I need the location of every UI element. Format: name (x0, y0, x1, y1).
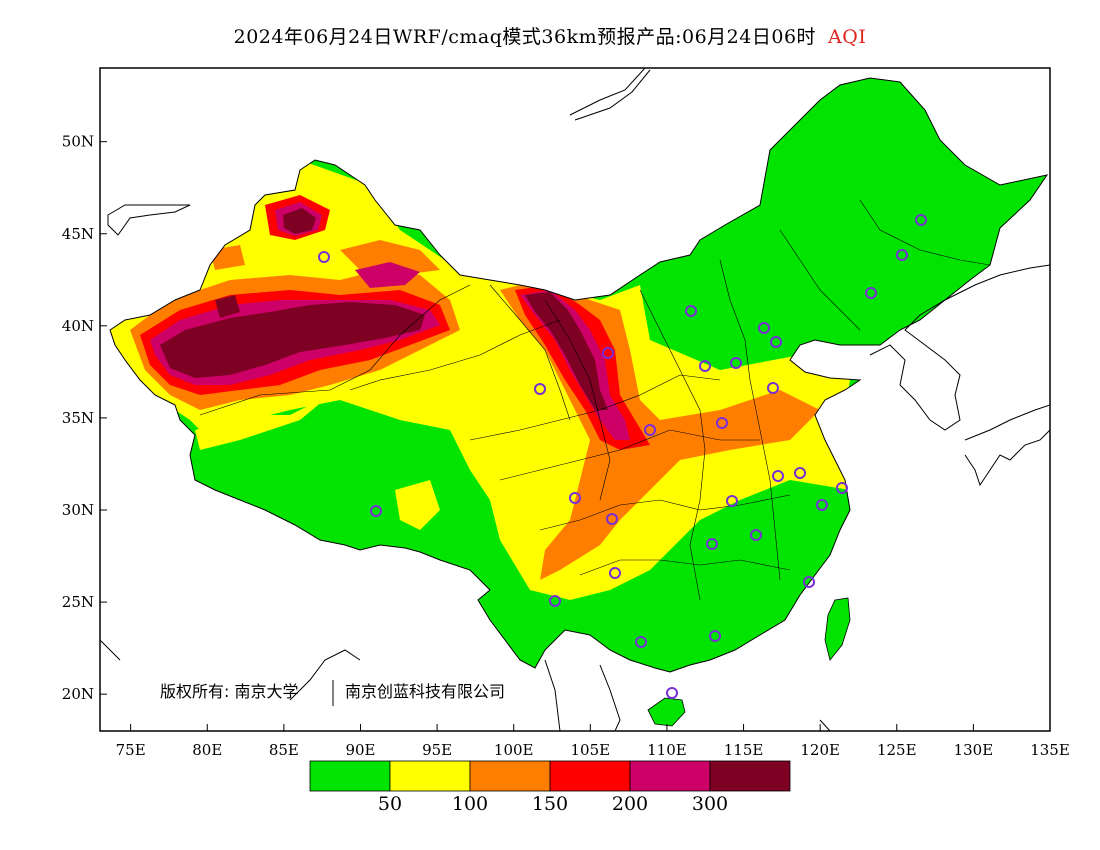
taiwan-island (824, 597, 851, 661)
x-tick-label: 80E (192, 741, 222, 759)
aqi-field (110, 160, 850, 600)
y-tick-label: 25N (62, 593, 94, 611)
map-title: 2024年06月24日WRF/cmaq模式36km预报产品:06月24日06时 A… (0, 22, 1100, 49)
y-tick-label: 20N (62, 685, 94, 703)
site-marker (803, 576, 815, 588)
y-tick-label: 35N (62, 409, 94, 427)
x-tick-label: 75E (116, 741, 146, 759)
legend-swatch (709, 760, 791, 792)
site-marker (730, 357, 742, 369)
title-variable: AQI (828, 26, 867, 48)
site-marker (836, 482, 848, 494)
x-tick-label: 125E (877, 741, 917, 759)
site-marker (318, 251, 330, 263)
legend-colorbar (309, 760, 791, 792)
legend-label: 150 (531, 793, 569, 815)
site-marker (865, 287, 877, 299)
site-marker (644, 424, 656, 436)
site-marker (709, 630, 721, 642)
legend-label: 300 (691, 793, 729, 815)
site-marker (758, 322, 770, 334)
site-marker (896, 249, 908, 261)
legend-label: 100 (451, 793, 489, 815)
site-marker (534, 383, 546, 395)
legend-swatch (629, 760, 711, 792)
site-marker (609, 567, 621, 579)
x-axis: 75E 80E 85E 90E 95E 100E 105E 110E 115E 120E 125E 1… (116, 724, 1070, 759)
title-main: 2024年06月24日WRF/cmaq模式36km预报产品:06月24日06时 (233, 26, 817, 48)
x-tick-label: 130E (954, 741, 994, 759)
legend-swatch (389, 760, 471, 792)
x-tick-label: 115E (724, 741, 764, 759)
site-marker (770, 336, 782, 348)
legend-swatch (469, 760, 551, 792)
site-marker (606, 513, 618, 525)
legend-label: 50 (377, 793, 403, 815)
x-tick-label: 90E (345, 741, 375, 759)
x-tick-label: 85E (269, 741, 299, 759)
legend-label: 200 (611, 793, 649, 815)
site-marker (699, 360, 711, 372)
hainan-island (647, 697, 686, 727)
site-marker (726, 495, 738, 507)
x-tick-label: 110E (647, 741, 687, 759)
site-marker (816, 499, 828, 511)
site-marker (370, 505, 382, 517)
y-tick-label: 45N (62, 225, 94, 243)
site-marker (706, 538, 718, 550)
site-marker (569, 492, 581, 504)
x-tick-label: 120E (800, 741, 840, 759)
site-marker (750, 529, 762, 541)
x-tick-label: 100E (494, 741, 534, 759)
site-marker (772, 470, 784, 482)
copyright-text-2: 南京创蓝科技有限公司 (345, 682, 505, 701)
y-tick-label: 50N (62, 133, 94, 151)
site-marker (635, 636, 647, 648)
copyright-text: 版权所有: 南京大学 (160, 682, 298, 701)
site-marker (685, 305, 697, 317)
x-tick-label: 135E (1030, 741, 1070, 759)
legend-swatch (309, 760, 391, 792)
site-marker (716, 417, 728, 429)
site-marker (666, 687, 678, 699)
site-marker (602, 347, 614, 359)
neighbor-borders (100, 68, 1050, 731)
site-marker (915, 214, 927, 226)
monitoring-sites (318, 214, 927, 699)
site-marker (767, 382, 779, 394)
province-borders (199, 199, 991, 601)
legend-swatch (549, 760, 631, 792)
x-tick-label: 95E (422, 741, 452, 759)
y-axis: 20N 25N 30N 35N 40N 45N 50N (62, 133, 107, 703)
x-tick-label: 105E (571, 741, 611, 759)
y-tick-label: 30N (62, 501, 94, 519)
y-tick-label: 40N (62, 317, 94, 335)
site-marker (794, 467, 806, 479)
site-marker (549, 595, 561, 607)
